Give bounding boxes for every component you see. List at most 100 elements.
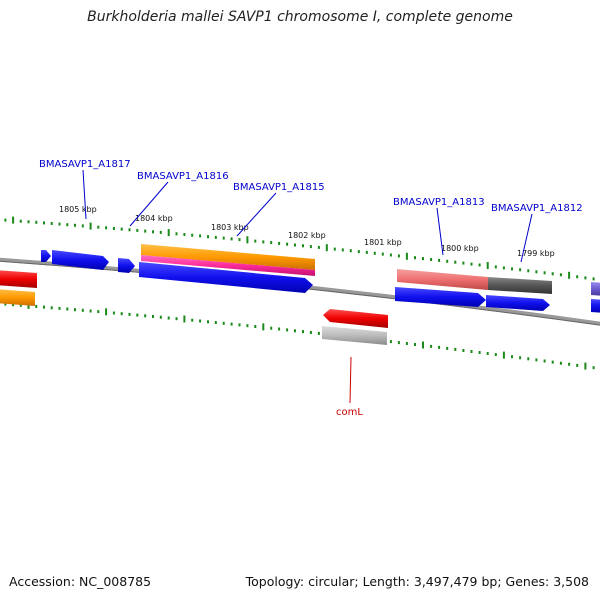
inner-ring-minor-tick bbox=[222, 321, 225, 325]
outer-ring-minor-tick bbox=[222, 236, 225, 240]
tick-label-1799: 1799 kbp bbox=[517, 249, 555, 258]
inner-ring-major-tick bbox=[105, 308, 108, 316]
gene-a1815-blue[interactable] bbox=[139, 262, 313, 293]
inner-ring-minor-tick bbox=[128, 312, 131, 316]
label-a1817[interactable]: BMASAVP1_A1817 bbox=[39, 159, 131, 170]
inner-ring-minor-tick bbox=[405, 342, 408, 345]
outer-ring-minor-tick bbox=[559, 273, 562, 277]
gene-blue-a1817[interactable] bbox=[52, 250, 109, 270]
outer-ring-minor-tick bbox=[527, 269, 530, 273]
inner-ring-minor-tick bbox=[294, 329, 296, 333]
outer-ring-minor-tick bbox=[478, 263, 481, 267]
inner-ring-minor-tick bbox=[207, 320, 209, 324]
outer-ring-minor-tick bbox=[50, 222, 53, 225]
outer-ring-minor-tick bbox=[349, 249, 352, 253]
outer-ring-minor-tick bbox=[519, 268, 522, 272]
outer-ring-minor-tick bbox=[389, 253, 392, 257]
inner-ring-minor-tick bbox=[551, 360, 554, 364]
outer-ring-minor-tick bbox=[199, 234, 202, 238]
inner-ring-minor-tick bbox=[568, 362, 571, 366]
inner-ring-minor-tick bbox=[494, 353, 497, 357]
outer-ring-minor-tick bbox=[159, 230, 162, 234]
label-a1812[interactable]: BMASAVP1_A1812 bbox=[491, 203, 583, 214]
outer-ring-minor-tick bbox=[357, 250, 360, 254]
inner-ring-minor-tick bbox=[278, 327, 281, 331]
outer-ring-minor-tick bbox=[535, 270, 538, 274]
tick-label-1800: 1800 kbp bbox=[441, 244, 479, 253]
outer-ring-major-tick bbox=[325, 244, 328, 252]
inner-ring-major-tick bbox=[502, 351, 505, 359]
label-coml[interactable]: comL bbox=[336, 407, 363, 418]
gene-blue-right-1[interactable] bbox=[395, 287, 486, 307]
inner-ring-minor-tick bbox=[214, 321, 217, 324]
outer-ring-minor-tick bbox=[230, 237, 233, 241]
gene-a1816-orange[interactable] bbox=[141, 244, 315, 270]
outer-ring-minor-tick bbox=[381, 252, 384, 256]
inner-ring-minor-tick bbox=[543, 359, 546, 363]
outer-ring-minor-tick bbox=[414, 256, 416, 260]
outer-ring-minor-tick bbox=[43, 221, 45, 225]
inner-ring-minor-tick bbox=[397, 341, 400, 345]
gene-labels: BMASAVP1_A1817 BMASAVP1_A1816 BMASAVP1_A… bbox=[39, 159, 583, 418]
outer-ring-minor-tick bbox=[454, 260, 457, 264]
inner-ring-minor-tick bbox=[527, 357, 530, 361]
tick-label-1803: 1803 kbp bbox=[211, 223, 249, 232]
label-a1815[interactable]: BMASAVP1_A1815 bbox=[233, 182, 325, 193]
outer-ring-minor-tick bbox=[207, 235, 209, 239]
outer-ring-minor-tick bbox=[592, 277, 595, 281]
outer-ring-minor-tick bbox=[4, 218, 7, 222]
outer-ring-minor-tick bbox=[152, 230, 154, 234]
outer-ring-minor-tick bbox=[430, 258, 433, 261]
outer-ring-minor-tick bbox=[365, 250, 368, 254]
gene-orange-left[interactable] bbox=[0, 289, 35, 306]
inner-ring-minor-tick bbox=[50, 306, 53, 310]
inner-ring-minor-tick bbox=[317, 331, 320, 335]
outer-scale-ring bbox=[4, 216, 595, 281]
outer-ring-minor-tick bbox=[66, 223, 69, 227]
inner-ring-minor-tick bbox=[159, 315, 162, 319]
gene-red-left[interactable] bbox=[0, 270, 37, 288]
inner-ring-minor-tick bbox=[81, 308, 84, 312]
inner-ring-minor-tick bbox=[89, 309, 92, 313]
outer-ring-minor-tick bbox=[294, 243, 296, 247]
map-title: Burkholderia mallei SAVP1 chromosome I, … bbox=[87, 9, 513, 25]
gene-purple-right[interactable] bbox=[591, 282, 600, 296]
outer-ring-minor-tick bbox=[470, 262, 473, 266]
tick-label-1805: 1805 kbp bbox=[59, 205, 97, 214]
label-leaders bbox=[82, 169, 533, 263]
inner-ring-minor-tick bbox=[144, 314, 147, 318]
inner-ring-minor-tick bbox=[35, 305, 38, 308]
gene-blue-right-3[interactable] bbox=[591, 299, 600, 313]
outer-ring-minor-tick bbox=[35, 220, 38, 224]
gene-coml-red[interactable] bbox=[323, 309, 388, 328]
outer-ring-minor-tick bbox=[254, 239, 257, 243]
gene-blue-small-1[interactable] bbox=[41, 250, 51, 262]
gene-a1812-dark[interactable] bbox=[488, 277, 552, 294]
label-a1813[interactable]: BMASAVP1_A1813 bbox=[393, 197, 485, 208]
outer-ring-minor-tick bbox=[112, 227, 115, 230]
outer-ring-major-tick bbox=[167, 229, 170, 237]
inner-ring-minor-tick bbox=[478, 351, 481, 354]
gene-blue-right-2[interactable] bbox=[486, 295, 550, 311]
inner-ring-minor-tick bbox=[389, 340, 392, 344]
outer-ring-minor-tick bbox=[136, 228, 139, 232]
inner-ring-minor-tick bbox=[246, 324, 249, 328]
inner-ring-minor-tick bbox=[136, 313, 139, 317]
inner-ring-minor-tick bbox=[511, 355, 513, 359]
inner-ring-minor-tick bbox=[191, 318, 194, 322]
outer-ring-minor-tick bbox=[262, 240, 265, 244]
outer-ring-minor-tick bbox=[27, 220, 30, 224]
outer-ring-minor-tick bbox=[97, 225, 100, 229]
outer-ring-minor-tick bbox=[446, 259, 449, 263]
gene-blue-small-2[interactable] bbox=[118, 258, 135, 273]
gene-gray-below[interactable] bbox=[322, 326, 387, 345]
gene-a1813-salmon[interactable] bbox=[397, 269, 488, 290]
outer-ring-minor-tick bbox=[422, 257, 424, 261]
outer-ring-minor-tick bbox=[576, 275, 579, 279]
gene-a1816-pink[interactable] bbox=[141, 255, 315, 276]
inner-ring-minor-tick bbox=[97, 310, 100, 314]
inner-ring-minor-tick bbox=[120, 312, 123, 316]
outer-ring-minor-tick bbox=[74, 223, 76, 227]
label-a1816[interactable]: BMASAVP1_A1816 bbox=[137, 171, 229, 182]
